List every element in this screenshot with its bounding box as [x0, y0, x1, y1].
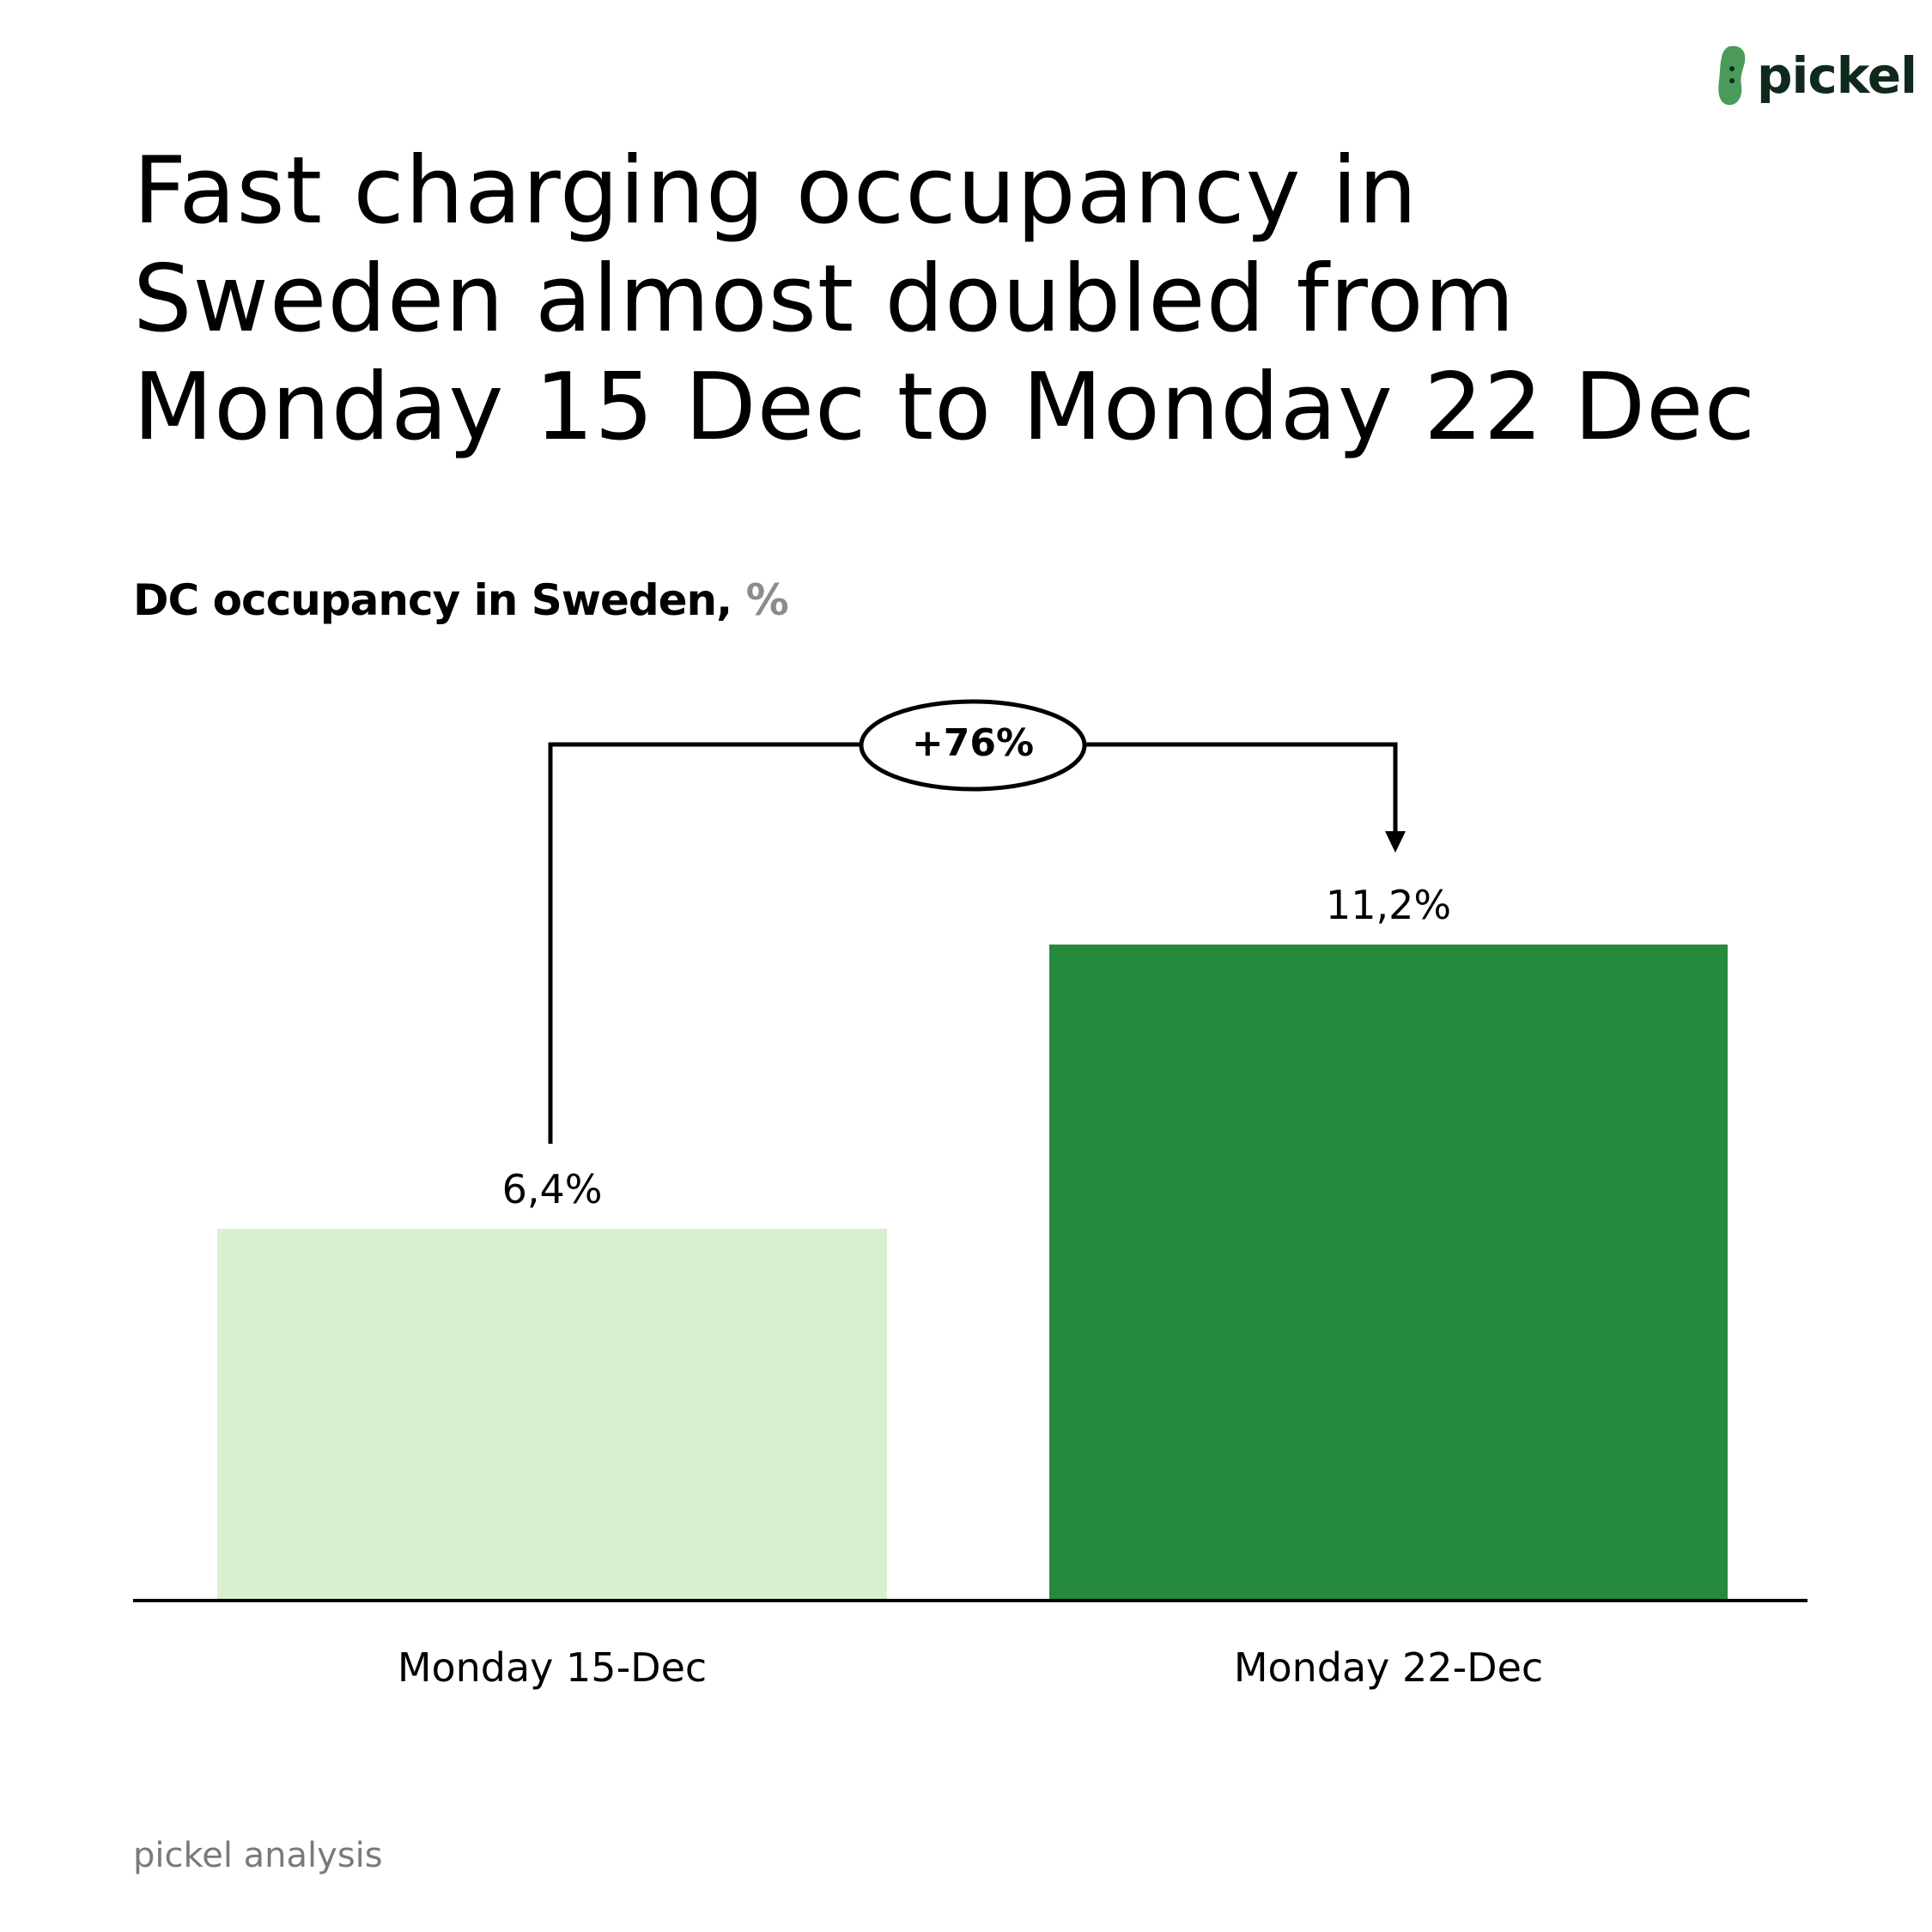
arrow-down-icon	[1385, 831, 1406, 853]
x-tick-monday-22-dec: Monday 22-Dec	[1233, 1644, 1544, 1691]
bar-monday-15-dec	[217, 1229, 887, 1601]
x-tick-monday-15-dec: Monday 15-Dec	[397, 1644, 708, 1691]
bar-monday-22-dec	[1049, 945, 1728, 1601]
title-line-2: Sweden almost doubled from	[133, 246, 1516, 353]
brand-logo: pickel	[1717, 41, 1917, 110]
chart-subtitle: DC occupancy in Sweden, %	[133, 575, 789, 625]
title-line-1: Fast charging occupancy in	[133, 137, 1419, 245]
source-note: pickel analysis	[133, 1836, 383, 1875]
chart-subtitle-text: DC occupancy in Sweden,	[133, 575, 732, 625]
change-badge	[859, 699, 1087, 792]
change-label: +76%	[911, 721, 1035, 765]
x-axis-line	[133, 1599, 1807, 1602]
value-label-monday-22-dec: 11,2%	[1325, 882, 1452, 928]
pickle-bean-icon	[1718, 46, 1746, 106]
brand-name: pickel	[1757, 46, 1917, 105]
page-title: Fast charging occupancy in Sweden almost…	[133, 137, 1850, 462]
title-line-3: Monday 15 Dec to Monday 22 Dec	[133, 354, 1756, 461]
value-label-monday-15-dec: 6,4%	[501, 1166, 603, 1212]
chart-subtitle-unit: %	[745, 575, 789, 625]
